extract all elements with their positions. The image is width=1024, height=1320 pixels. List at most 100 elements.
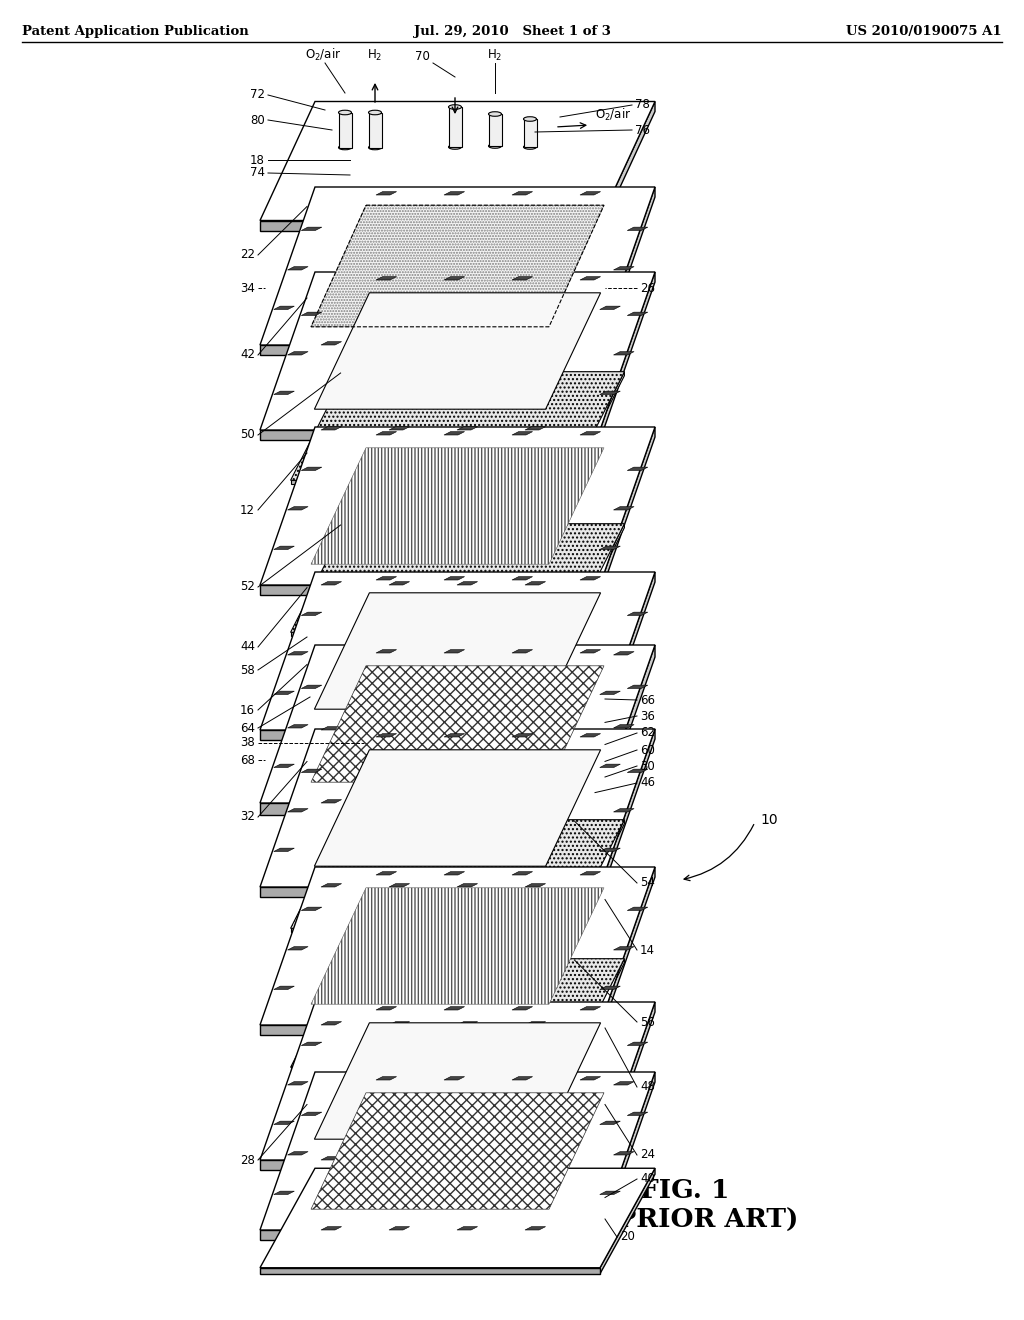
Polygon shape	[321, 1156, 342, 1160]
Polygon shape	[260, 426, 655, 585]
FancyBboxPatch shape	[488, 114, 502, 147]
Polygon shape	[288, 351, 308, 355]
Polygon shape	[525, 800, 546, 803]
Polygon shape	[512, 577, 532, 579]
Ellipse shape	[449, 104, 462, 110]
Polygon shape	[600, 1072, 655, 1239]
Polygon shape	[628, 907, 648, 911]
Polygon shape	[512, 649, 532, 653]
FancyBboxPatch shape	[449, 107, 462, 147]
Polygon shape	[580, 734, 601, 737]
Text: 72: 72	[250, 88, 265, 102]
Polygon shape	[260, 345, 600, 355]
Polygon shape	[580, 577, 601, 579]
Polygon shape	[260, 729, 655, 887]
Polygon shape	[600, 306, 621, 309]
Polygon shape	[260, 430, 600, 440]
Polygon shape	[569, 524, 625, 636]
Polygon shape	[288, 652, 308, 655]
Polygon shape	[457, 800, 477, 803]
Polygon shape	[444, 577, 465, 579]
Polygon shape	[628, 685, 648, 689]
Polygon shape	[260, 803, 600, 814]
Text: 18: 18	[250, 153, 265, 166]
Polygon shape	[376, 277, 396, 280]
Polygon shape	[260, 1168, 655, 1267]
Polygon shape	[376, 1007, 396, 1010]
Polygon shape	[314, 293, 601, 409]
Polygon shape	[288, 1081, 308, 1085]
Text: US 2010/0190075 A1: US 2010/0190075 A1	[847, 25, 1002, 38]
Text: 58: 58	[241, 664, 255, 676]
Polygon shape	[301, 1043, 322, 1045]
Polygon shape	[273, 1191, 294, 1195]
Polygon shape	[512, 277, 532, 280]
Polygon shape	[260, 272, 655, 430]
Text: 70: 70	[415, 50, 430, 63]
Polygon shape	[600, 692, 621, 694]
Polygon shape	[628, 1043, 648, 1045]
Polygon shape	[321, 1226, 342, 1230]
Polygon shape	[600, 729, 655, 898]
Polygon shape	[389, 1156, 410, 1160]
Polygon shape	[273, 546, 294, 549]
Polygon shape	[273, 391, 294, 395]
Text: 68: 68	[240, 754, 255, 767]
Polygon shape	[288, 946, 308, 950]
Polygon shape	[613, 652, 634, 655]
Text: 22: 22	[240, 248, 255, 261]
Polygon shape	[301, 467, 322, 470]
Text: 64: 64	[240, 722, 255, 734]
Text: 16: 16	[240, 704, 255, 717]
Polygon shape	[376, 871, 396, 875]
Polygon shape	[525, 582, 546, 585]
Polygon shape	[311, 888, 604, 1005]
Polygon shape	[628, 612, 648, 615]
Polygon shape	[457, 883, 477, 887]
Text: 54: 54	[640, 876, 655, 890]
Polygon shape	[273, 849, 294, 851]
Polygon shape	[260, 645, 655, 803]
Text: 52: 52	[240, 581, 255, 594]
Polygon shape	[321, 883, 342, 887]
Polygon shape	[273, 764, 294, 767]
Polygon shape	[580, 1077, 601, 1080]
Text: 36: 36	[640, 710, 655, 722]
Polygon shape	[260, 1026, 600, 1035]
Polygon shape	[613, 946, 634, 950]
Text: 34: 34	[240, 281, 255, 294]
Polygon shape	[512, 734, 532, 737]
Ellipse shape	[449, 145, 462, 149]
Polygon shape	[376, 649, 396, 653]
Polygon shape	[600, 1191, 621, 1195]
Polygon shape	[389, 342, 410, 345]
Polygon shape	[311, 447, 604, 564]
Polygon shape	[291, 1068, 569, 1072]
Polygon shape	[525, 426, 546, 430]
Polygon shape	[291, 372, 625, 480]
Polygon shape	[580, 432, 601, 436]
Polygon shape	[525, 1226, 546, 1230]
Polygon shape	[321, 426, 342, 430]
Polygon shape	[260, 572, 655, 730]
Polygon shape	[260, 1230, 600, 1239]
Text: 42: 42	[240, 348, 255, 362]
Text: 38: 38	[241, 737, 255, 750]
Polygon shape	[444, 277, 465, 280]
Polygon shape	[301, 227, 322, 231]
Ellipse shape	[339, 145, 351, 149]
Polygon shape	[613, 1081, 634, 1085]
Text: 60: 60	[640, 743, 655, 756]
Polygon shape	[288, 1151, 308, 1155]
Text: 50: 50	[241, 429, 255, 441]
Polygon shape	[260, 1072, 655, 1230]
Polygon shape	[600, 764, 621, 767]
Polygon shape	[260, 585, 600, 595]
Polygon shape	[301, 612, 322, 615]
Ellipse shape	[339, 111, 351, 115]
Polygon shape	[301, 685, 322, 689]
Polygon shape	[457, 1226, 477, 1230]
FancyBboxPatch shape	[523, 119, 537, 147]
Polygon shape	[321, 800, 342, 803]
Polygon shape	[291, 928, 569, 932]
